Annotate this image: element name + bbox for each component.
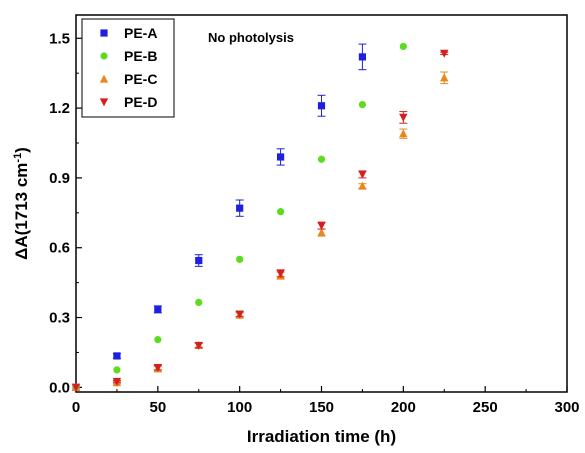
data-point [440,73,449,82]
data-point [276,153,285,161]
data-point [399,129,408,138]
data-point [276,269,285,278]
data-point [358,53,367,61]
legend-marker [99,74,109,83]
data-point [399,113,408,122]
y-tick-label: 0.9 [49,170,70,187]
legend-marker [100,29,108,37]
y-tick-label: 1.2 [49,100,70,117]
data-point [153,363,163,372]
x-tick-label: 250 [473,399,498,416]
x-tick-label: 150 [309,399,334,416]
data-point [317,222,326,231]
data-point [440,49,449,58]
data-point [235,310,244,319]
data-point [276,208,285,216]
series-pe-c [71,71,449,391]
data-point [358,170,367,179]
y-axis-label: ΔA(1713 cm-1) [12,147,31,260]
data-point [358,100,367,109]
legend: PE-A PE-B PE-C PE-D [81,18,175,118]
y-axis-ticks: 0.0 0.3 0.6 0.9 1.2 1.5 [49,30,82,396]
data-point [112,377,122,386]
data-point [317,228,326,237]
y-tick-label: 0.3 [49,310,70,327]
legend-label: PE-A [124,25,157,41]
data-point [194,341,203,350]
legend-label: PE-B [124,48,157,64]
legend-box [81,18,175,118]
data-point [195,298,203,307]
x-tick-label: 300 [554,399,579,416]
y-tick-label: 0.0 [49,379,70,396]
series-pe-d [71,49,449,392]
data-point [317,102,326,110]
x-tick-label: 0 [72,399,80,416]
x-tick-label: 50 [149,399,166,416]
legend-marker [99,98,109,107]
legend-label: PE-D [124,94,157,110]
data-point [71,383,81,392]
data-point [195,256,203,265]
annotation: No photolysis [208,30,294,45]
legend-label: PE-C [124,71,157,87]
y-tick-label: 1.5 [49,30,70,47]
data-point [154,305,162,313]
data-point [236,204,244,212]
x-axis-ticks: 0 50 100 150 200 250 300 [72,386,580,416]
legend-marker [100,52,108,60]
data-point [399,42,407,51]
data-point [317,155,326,163]
data-point [113,352,121,360]
x-tick-label: 200 [391,399,416,416]
x-axis-label: Irradiation time (h) [247,427,396,446]
data-marks [71,42,449,392]
y-tick-label: 0.6 [49,240,70,257]
data-point [236,255,244,263]
data-point [154,336,162,344]
x-tick-label: 100 [227,399,252,416]
data-point [113,366,121,374]
data-point [358,181,367,190]
